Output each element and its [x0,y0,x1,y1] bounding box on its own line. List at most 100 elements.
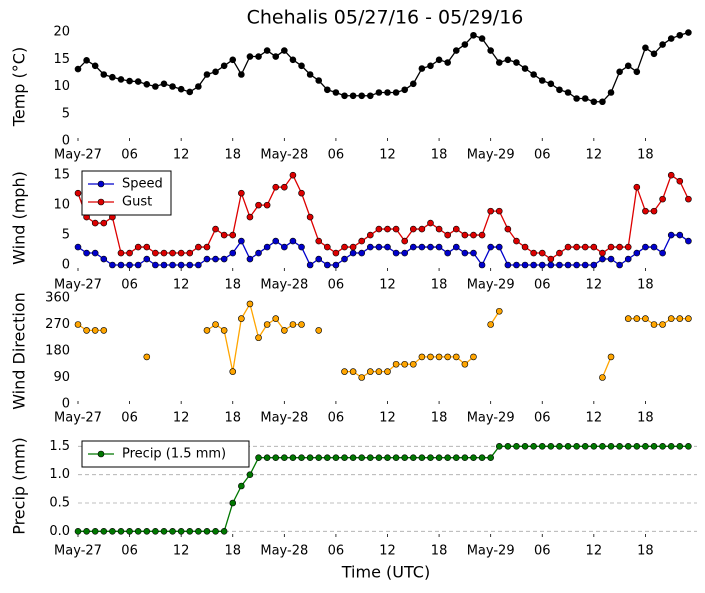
data-point [444,249,451,257]
data-point [427,454,434,461]
data-point [126,77,133,85]
data-point [229,56,237,64]
data-point [315,327,323,334]
data-point [513,59,520,66]
data-point [100,71,108,78]
data-point [642,443,649,450]
data-point [332,454,340,461]
data-point [633,183,641,191]
data-point [143,353,151,361]
data-point [495,443,503,450]
data-point [685,315,692,322]
x-tick-label: 18 [224,411,241,426]
data-point [324,454,331,461]
data-point [547,80,555,88]
x-tick-label: 18 [431,148,448,163]
data-point [298,62,305,70]
data-point [495,307,503,315]
data-point [659,443,666,450]
data-point [409,243,417,251]
y-tick-label: 0.5 [49,496,70,511]
x-tick-label: 06 [534,148,551,163]
data-point [530,261,537,269]
data-point [599,443,606,450]
data-point [109,73,116,81]
y-tick-label: 1.0 [49,467,70,482]
data-point [513,443,520,450]
y-tick-label: 5 [62,106,70,121]
x-tick-label: May-27 [54,411,102,426]
data-point [367,243,374,251]
data-point [659,195,666,203]
data-point [461,360,469,368]
data-point [427,219,434,227]
data-point [530,71,537,78]
data-point [263,454,271,461]
data-point [427,353,434,361]
data-point [91,219,99,227]
data-point [255,53,262,60]
data-point [487,454,494,461]
data-point [358,249,366,257]
data-point [427,62,434,70]
data-point [409,454,417,461]
data-point [409,80,417,88]
data-point [263,321,271,328]
data-point [306,261,314,269]
x-tick-label: May-27 [54,148,102,163]
data-point [324,86,331,94]
data-point [238,315,245,322]
data-point [590,443,598,450]
data-point [306,71,314,78]
y-tick-label: 5 [62,228,70,243]
data-point [341,454,348,461]
data-point [676,231,684,239]
x-tick-label: 06 [121,544,138,559]
data-point [556,249,563,257]
data-point [255,454,262,461]
x-tick-label: 12 [586,411,603,426]
data-point [487,321,494,328]
data-point [607,89,615,96]
data-point [444,231,451,239]
data-point [177,261,185,269]
data-point [91,249,99,257]
data-point [281,183,288,191]
x-tick-label: 06 [328,148,345,163]
data-point [289,171,297,179]
data-point [238,237,245,245]
data-point [650,243,658,251]
data-point [272,183,280,191]
data-point [616,68,623,76]
data-point [186,249,194,257]
x-tick-label: 18 [224,544,241,559]
data-point [263,201,271,209]
data-point [599,374,606,381]
data-point [375,89,383,96]
data-point [203,327,211,334]
data-point [74,243,82,251]
data-point [238,189,245,197]
data-point [418,243,426,251]
y-tick-label: 15 [53,52,70,67]
data-point [590,98,598,106]
y-tick-label: 1.5 [49,439,70,454]
legend-box [81,170,172,216]
data-point [349,243,357,251]
data-point [186,88,194,96]
data-point [315,77,323,84]
data-point [667,315,675,322]
data-point [91,327,99,334]
data-point [650,50,658,58]
data-point [461,231,469,239]
data-point [281,243,288,251]
data-point [504,56,512,64]
data-point [401,360,408,368]
y-tick-label: 180 [45,344,70,359]
data-point [324,261,331,269]
data-point [117,528,125,535]
data-point [607,255,615,263]
data-point [315,454,323,461]
data-point [504,225,512,233]
data-point [642,315,649,322]
